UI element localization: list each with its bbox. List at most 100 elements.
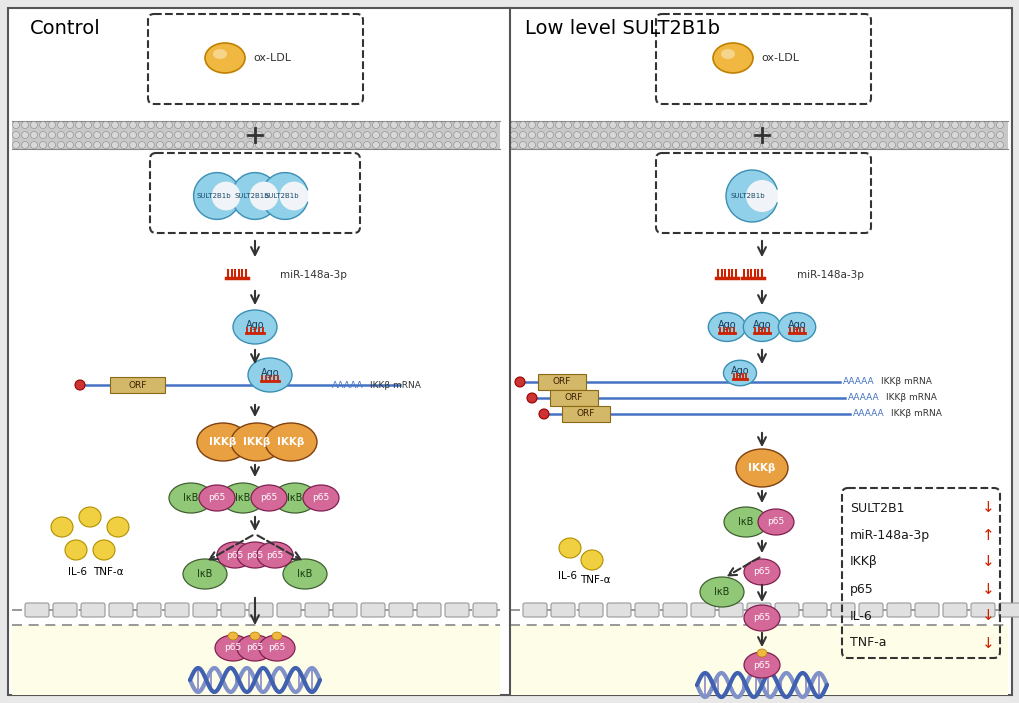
Ellipse shape [318,141,325,148]
Text: p65: p65 [268,643,285,652]
FancyBboxPatch shape [662,603,687,617]
Ellipse shape [165,122,172,129]
Ellipse shape [107,517,128,537]
Ellipse shape [148,131,154,138]
Ellipse shape [600,131,607,138]
Ellipse shape [462,141,469,148]
Text: AAAAA: AAAAA [842,378,873,387]
Ellipse shape [471,131,478,138]
Ellipse shape [932,122,940,129]
Text: ↓: ↓ [980,636,994,650]
FancyBboxPatch shape [12,625,499,695]
Text: p65: p65 [208,494,225,503]
Ellipse shape [291,131,299,138]
Text: TNF-α: TNF-α [580,575,610,585]
Ellipse shape [843,122,850,129]
Ellipse shape [923,141,930,148]
Text: p65: p65 [247,643,263,652]
Text: ↓: ↓ [980,581,994,597]
Ellipse shape [169,483,213,513]
Ellipse shape [219,131,226,138]
Text: p65: p65 [849,583,873,595]
Ellipse shape [555,131,561,138]
Ellipse shape [65,540,87,560]
Ellipse shape [753,141,760,148]
Ellipse shape [824,141,832,148]
Ellipse shape [852,131,859,138]
FancyBboxPatch shape [858,603,882,617]
Ellipse shape [273,483,317,513]
Text: SULT2B1b: SULT2B1b [730,193,764,199]
Ellipse shape [336,131,343,138]
Ellipse shape [49,141,55,148]
Ellipse shape [120,131,127,138]
Ellipse shape [228,141,235,148]
Ellipse shape [770,131,777,138]
Ellipse shape [264,122,271,129]
Ellipse shape [75,380,85,390]
Ellipse shape [273,141,280,148]
Ellipse shape [202,141,208,148]
Ellipse shape [888,131,895,138]
Ellipse shape [156,141,163,148]
FancyBboxPatch shape [221,603,245,617]
Ellipse shape [327,122,334,129]
Text: Ago: Ago [752,320,770,330]
Text: TNF-a: TNF-a [849,636,886,650]
Ellipse shape [712,43,752,73]
Ellipse shape [228,632,237,640]
Ellipse shape [564,122,571,129]
Ellipse shape [345,122,353,129]
Ellipse shape [174,122,181,129]
Ellipse shape [789,141,796,148]
Ellipse shape [573,141,580,148]
Ellipse shape [255,122,262,129]
FancyBboxPatch shape [109,603,132,617]
FancyBboxPatch shape [137,603,161,617]
Bar [537,374,586,390]
Ellipse shape [102,122,109,129]
Ellipse shape [193,131,200,138]
Ellipse shape [538,409,548,419]
Ellipse shape [897,122,904,129]
Text: SULT2B1: SULT2B1 [849,501,904,515]
Ellipse shape [834,131,841,138]
FancyBboxPatch shape [606,603,631,617]
Ellipse shape [798,141,805,148]
Ellipse shape [861,141,867,148]
Ellipse shape [600,122,607,129]
Ellipse shape [228,122,235,129]
Text: IκB: IκB [297,569,313,579]
Ellipse shape [318,131,325,138]
FancyBboxPatch shape [746,603,770,617]
Ellipse shape [720,49,735,59]
Ellipse shape [824,122,832,129]
Ellipse shape [977,141,984,148]
Ellipse shape [417,122,424,129]
Ellipse shape [960,122,967,129]
Ellipse shape [120,141,127,148]
Ellipse shape [21,141,29,148]
FancyBboxPatch shape [81,603,105,617]
Ellipse shape [237,131,245,138]
Text: p65: p65 [766,517,784,527]
Ellipse shape [211,181,240,210]
Wedge shape [231,173,277,219]
Ellipse shape [66,122,73,129]
Ellipse shape [390,131,397,138]
Ellipse shape [672,131,679,138]
Ellipse shape [40,122,47,129]
Ellipse shape [519,141,526,148]
Ellipse shape [129,141,137,148]
Ellipse shape [636,141,643,148]
Ellipse shape [273,122,280,129]
Ellipse shape [906,131,913,138]
FancyBboxPatch shape [690,603,714,617]
FancyBboxPatch shape [165,603,189,617]
Ellipse shape [609,141,615,148]
Ellipse shape [301,131,307,138]
Ellipse shape [519,122,526,129]
Text: AAAAA: AAAAA [852,410,883,418]
Ellipse shape [148,141,154,148]
Ellipse shape [85,131,92,138]
